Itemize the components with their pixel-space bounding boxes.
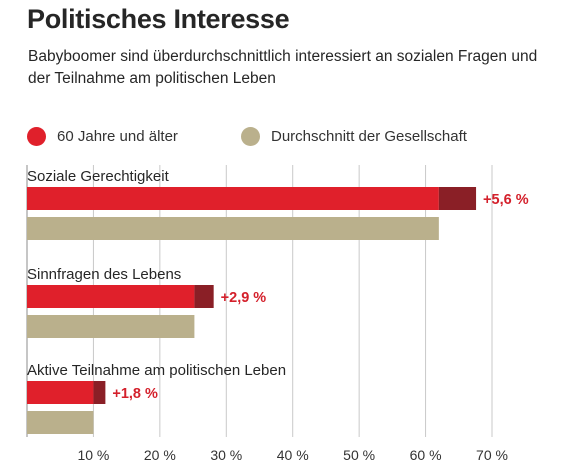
legend-label-elderly: 60 Jahre und älter <box>57 128 178 145</box>
chart-subtitle: Babyboomer sind überdurchschnittlich int… <box>28 48 538 87</box>
bar-average <box>27 217 439 240</box>
difference-label: +1,8 % <box>112 386 158 402</box>
category-label: Soziale Gerechtigkeit <box>27 168 170 185</box>
legend-item-average: Durchschnitt der Gesellschaft <box>241 127 467 146</box>
legend-swatch-average <box>241 127 260 146</box>
bar-average <box>27 411 94 434</box>
x-tick-label: 50 % <box>343 447 375 463</box>
bar-difference <box>194 285 214 308</box>
x-tick-label: 60 % <box>410 447 442 463</box>
category-label: Aktive Teilnahme am politischen Leben <box>27 362 286 379</box>
x-tick-label: 40 % <box>277 447 309 463</box>
difference-label: +2,9 % <box>221 290 267 306</box>
bar-elderly <box>27 187 439 210</box>
bar-difference <box>438 187 477 210</box>
bar-difference <box>93 381 106 404</box>
bar-elderly <box>27 381 94 404</box>
category-label: Sinnfragen des Lebens <box>27 266 181 283</box>
bar-elderly <box>27 285 195 308</box>
x-tick-label: 10 % <box>77 447 109 463</box>
x-tick-label: 20 % <box>144 447 176 463</box>
x-tick-label: 70 % <box>476 447 508 463</box>
bar-average <box>27 315 195 338</box>
legend-swatch-elderly <box>27 127 46 146</box>
legend-label-average: Durchschnitt der Gesellschaft <box>271 128 467 145</box>
difference-label: +5,6 % <box>483 192 529 208</box>
legend-item-elderly: 60 Jahre und älter <box>27 127 178 146</box>
chart-title: Politisches Interesse <box>27 4 290 34</box>
x-tick-label: 30 % <box>210 447 242 463</box>
